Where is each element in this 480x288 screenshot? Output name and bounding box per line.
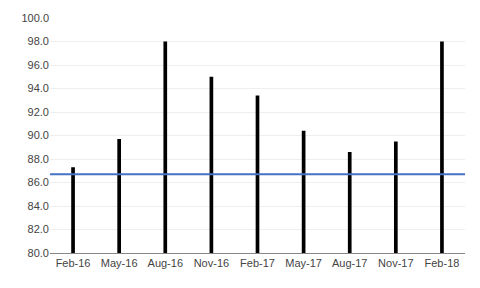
svg-text:May-16: May-16: [101, 257, 138, 269]
svg-text:86.0: 86.0: [28, 176, 49, 188]
svg-text:90.0: 90.0: [28, 129, 49, 141]
svg-text:98.0: 98.0: [28, 35, 49, 47]
svg-text:82.0: 82.0: [28, 223, 49, 235]
svg-text:94.0: 94.0: [28, 82, 49, 94]
svg-text:May-17: May-17: [285, 257, 322, 269]
svg-text:Nov-16: Nov-16: [194, 257, 229, 269]
svg-text:Aug-17: Aug-17: [332, 257, 367, 269]
svg-text:Feb-16: Feb-16: [56, 257, 91, 269]
svg-text:Aug-16: Aug-16: [148, 257, 183, 269]
svg-text:88.0: 88.0: [28, 153, 49, 165]
svg-text:Feb-18: Feb-18: [425, 257, 460, 269]
svg-text:Feb-17: Feb-17: [240, 257, 275, 269]
svg-text:96.0: 96.0: [28, 59, 49, 71]
svg-text:100.0: 100.0: [21, 12, 49, 24]
svg-text:92.0: 92.0: [28, 106, 49, 118]
svg-text:Nov-17: Nov-17: [378, 257, 413, 269]
svg-text:80.0: 80.0: [28, 247, 49, 259]
svg-text:84.0: 84.0: [28, 200, 49, 212]
